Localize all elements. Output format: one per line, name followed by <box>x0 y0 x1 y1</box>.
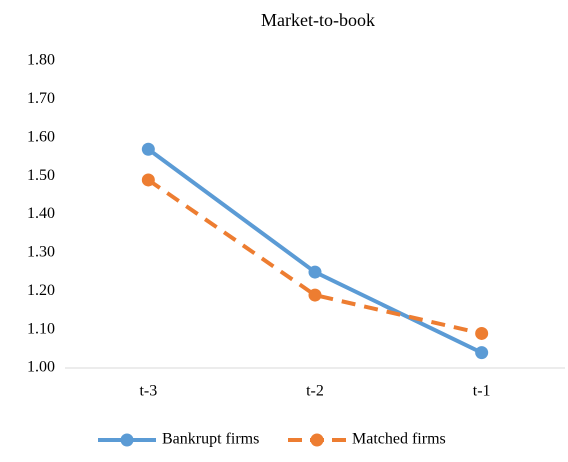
data-point <box>308 265 322 279</box>
data-point <box>475 326 489 340</box>
y-tick-label: 1.00 <box>27 359 55 376</box>
x-tick-label: t-3 <box>139 383 157 400</box>
legend-marker <box>120 433 134 447</box>
y-tick-label: 1.60 <box>27 128 55 145</box>
series-line <box>147 178 483 336</box>
y-tick-label: 1.30 <box>27 244 55 261</box>
data-point <box>475 346 489 360</box>
y-tick-label: 1.10 <box>27 320 55 337</box>
y-tick-label: 1.70 <box>27 90 55 107</box>
x-tick-label: t-1 <box>473 383 491 400</box>
legend-label: Matched firms <box>352 431 446 448</box>
y-tick-label: 1.80 <box>27 52 55 69</box>
y-tick-label: 1.50 <box>27 167 55 184</box>
chart-title: Market-to-book <box>261 10 375 30</box>
data-point <box>308 288 322 302</box>
y-tick-label: 1.40 <box>27 205 55 222</box>
data-point <box>141 173 155 187</box>
x-tick-label: t-2 <box>306 383 324 400</box>
data-point <box>141 142 155 156</box>
legend-label: Bankrupt firms <box>162 431 259 448</box>
y-tick-label: 1.20 <box>27 282 55 299</box>
legend-marker <box>310 433 324 447</box>
